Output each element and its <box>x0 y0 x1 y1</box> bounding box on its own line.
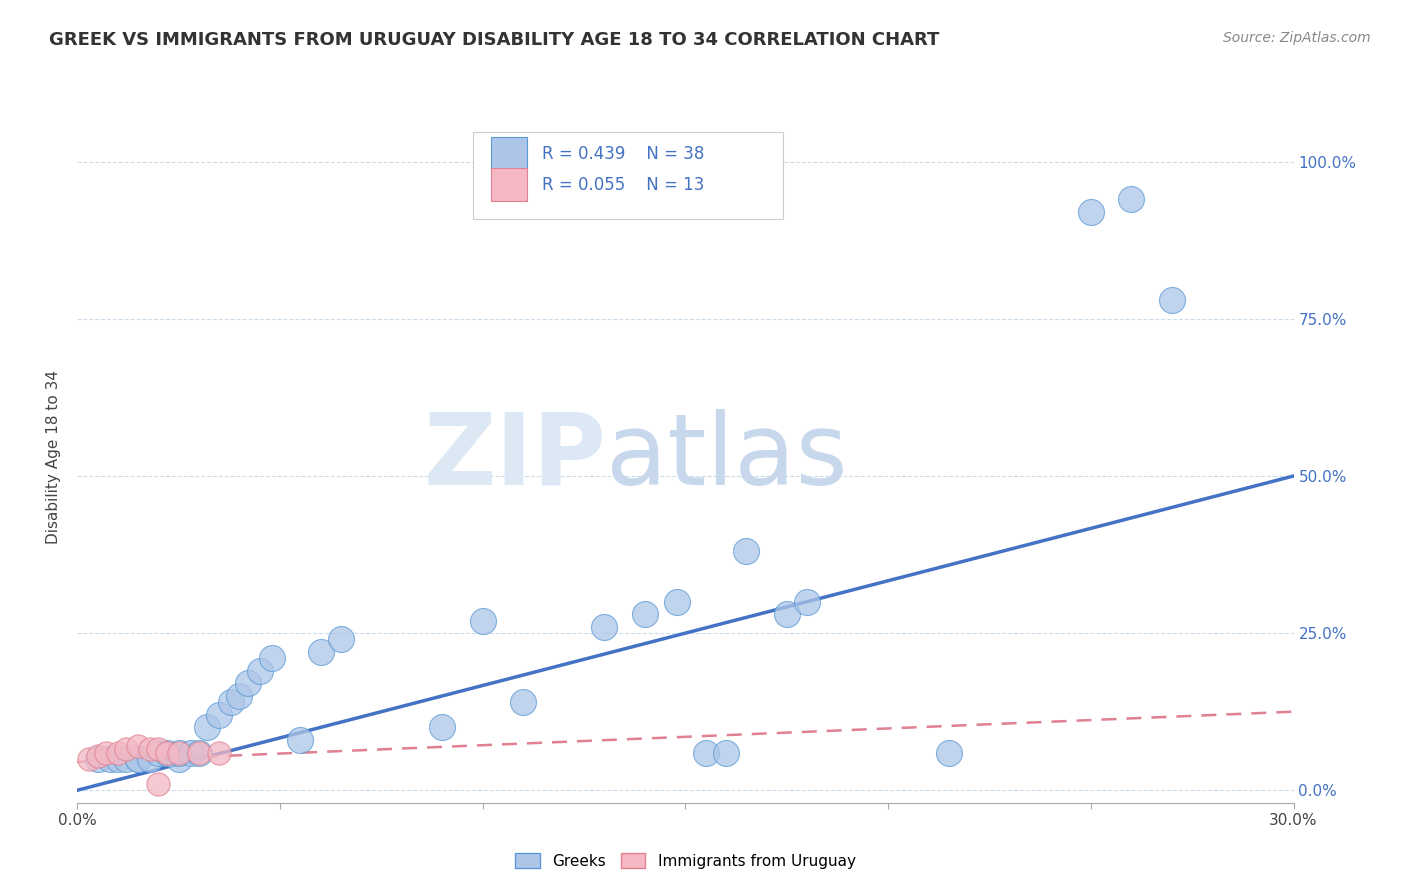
Point <box>167 746 190 760</box>
Point <box>221 695 243 709</box>
Point <box>115 742 138 756</box>
Point <box>188 746 211 760</box>
Point <box>290 733 312 747</box>
Point <box>86 752 108 766</box>
Point <box>260 651 283 665</box>
Point <box>127 739 149 754</box>
Point <box>512 695 534 709</box>
Text: Source: ZipAtlas.com: Source: ZipAtlas.com <box>1223 31 1371 45</box>
Point <box>309 645 332 659</box>
Text: R = 0.439    N = 38: R = 0.439 N = 38 <box>541 145 704 162</box>
Text: ZIP: ZIP <box>423 409 606 506</box>
Text: atlas: atlas <box>606 409 848 506</box>
Point <box>107 746 129 760</box>
Point <box>735 544 758 558</box>
Point <box>471 614 494 628</box>
FancyBboxPatch shape <box>491 169 527 202</box>
Point <box>776 607 799 622</box>
Point <box>1080 205 1102 219</box>
Point <box>1161 293 1184 307</box>
Point <box>167 752 190 766</box>
Point <box>228 689 250 703</box>
FancyBboxPatch shape <box>491 137 527 170</box>
Point <box>86 748 108 763</box>
Point <box>796 595 818 609</box>
Point <box>98 752 121 766</box>
Point <box>329 632 352 647</box>
Y-axis label: Disability Age 18 to 34: Disability Age 18 to 34 <box>46 370 62 544</box>
Point <box>593 620 616 634</box>
Point <box>195 720 218 734</box>
Point <box>208 707 231 722</box>
Point <box>236 676 259 690</box>
Point <box>139 742 162 756</box>
Point <box>1121 193 1143 207</box>
Point <box>714 746 737 760</box>
Point <box>208 746 231 760</box>
Point <box>695 746 717 760</box>
Point <box>148 746 170 760</box>
Text: R = 0.055    N = 13: R = 0.055 N = 13 <box>541 176 704 194</box>
FancyBboxPatch shape <box>472 132 783 219</box>
Point <box>127 752 149 766</box>
Text: GREEK VS IMMIGRANTS FROM URUGUAY DISABILITY AGE 18 TO 34 CORRELATION CHART: GREEK VS IMMIGRANTS FROM URUGUAY DISABIL… <box>49 31 939 49</box>
Point <box>432 720 454 734</box>
Point <box>249 664 271 678</box>
Point <box>148 742 170 756</box>
Point <box>139 752 162 766</box>
Point <box>188 746 211 760</box>
Point <box>634 607 657 622</box>
Point <box>94 746 117 760</box>
Legend: Greeks, Immigrants from Uruguay: Greeks, Immigrants from Uruguay <box>509 847 862 875</box>
Point <box>107 752 129 766</box>
Point <box>115 752 138 766</box>
Point <box>155 746 177 760</box>
Point <box>666 595 689 609</box>
Point <box>79 752 101 766</box>
Point <box>167 746 190 760</box>
Point <box>148 777 170 791</box>
Point <box>127 752 149 766</box>
Point <box>938 746 960 760</box>
Point <box>155 746 177 760</box>
Point <box>180 746 202 760</box>
